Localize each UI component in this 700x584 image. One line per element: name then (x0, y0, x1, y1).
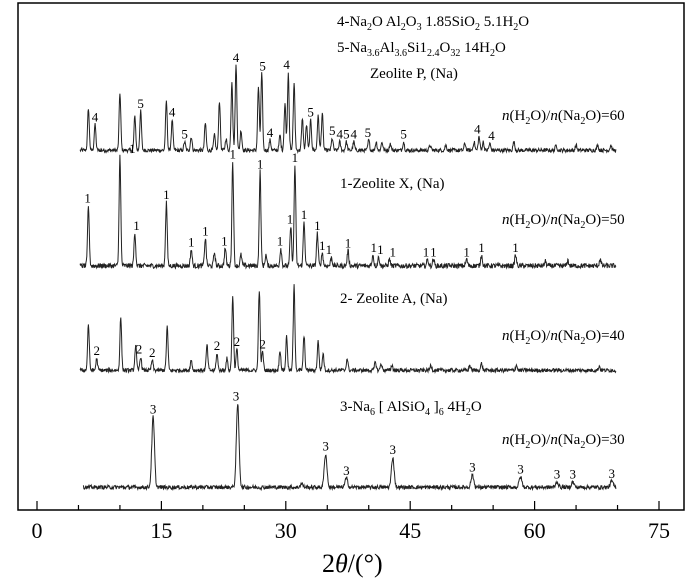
peak-label: 1 (370, 240, 377, 255)
peak-label: 4 (267, 125, 274, 140)
x-tick-label: 15 (150, 518, 172, 543)
peak-label: 4 (351, 127, 358, 142)
peak-label: 4 (488, 128, 495, 143)
plot-frame (17, 2, 685, 511)
peak-label: 3 (322, 439, 329, 454)
pattern-line (79, 64, 617, 155)
peak-label: 1 (229, 147, 236, 162)
x-axis-ticks (36, 501, 660, 510)
peak-label: 3 (150, 402, 157, 417)
peak-label: 4 (336, 127, 343, 142)
peak-label: 1 (423, 244, 430, 259)
x-tick-label: 45 (399, 518, 421, 543)
peak-label: 1 (390, 244, 397, 259)
peak-label: 5 (307, 104, 314, 119)
peak-label: 2 (214, 338, 221, 353)
peak-label: 5 (181, 127, 188, 142)
peak-label: 1 (314, 218, 321, 233)
peak-label: 5 (400, 127, 407, 142)
peak-label: 1 (377, 242, 384, 257)
peak-label: 3 (469, 460, 476, 475)
peak-label: 4 (92, 110, 99, 125)
legend-line-2: 5-Na3.6Al3.6Si12.4O32 14H2O (337, 40, 506, 59)
ratio-labels: n(H2O)/n(Na2O)=60 n(H2O)/n(Na2O)=50 n(H2… (502, 108, 625, 451)
legend-line-6: 3-Na6 [ AlSiO4 ]6 4H2O (340, 399, 482, 418)
peak-label: 2 (149, 345, 156, 360)
peak-label: 2 (259, 336, 266, 351)
peak-label: 4 (283, 57, 290, 72)
peak-label: 1 (277, 233, 284, 248)
peak-label: 1 (430, 244, 437, 259)
x-tick-labels: 0 15 30 45 60 75 (32, 518, 671, 543)
peak-label: 4 (474, 121, 481, 136)
x-axis-label: 2θ/(°) (322, 549, 383, 578)
peak-label: 3 (343, 463, 350, 478)
pattern-line (79, 284, 617, 375)
peak-label: 3 (390, 442, 397, 457)
peak-label: 5 (365, 125, 372, 140)
pattern-line (79, 154, 617, 270)
peak-label: 1 (319, 238, 326, 253)
peak-label: 3 (569, 467, 576, 482)
legend-line-5: 2- Zeolite A, (Na) (340, 291, 447, 307)
peak-label: 1 (463, 244, 470, 259)
ratio-label-30: n(H2O)/n(Na2O)=30 (502, 432, 625, 451)
x-tick-label: 0 (32, 518, 43, 543)
x-tick-label: 60 (524, 518, 546, 543)
peak-label: 3 (608, 466, 615, 481)
x-tick-label: 30 (275, 518, 297, 543)
legend-line-3: Zeolite P, (Na) (370, 66, 458, 82)
compound-legend: 4-Na2O Al2O3 1.85SiO2 5.1H2O 5-Na3.6Al3.… (337, 14, 529, 418)
ratio-label-50: n(H2O)/n(Na2O)=50 (502, 212, 625, 231)
peak-label: 1 (133, 218, 140, 233)
ratio-label-40: n(H2O)/n(Na2O)=40 (502, 328, 625, 347)
peak-label: 1 (202, 224, 209, 239)
peak-label: 5 (329, 123, 336, 138)
peak-label: 5 (343, 127, 350, 142)
x-tick-label: 75 (648, 518, 670, 543)
peak-label: 1 (287, 211, 294, 226)
peak-label: 1 (512, 240, 519, 255)
peak-label: 1 (84, 191, 91, 206)
pattern-line (82, 404, 617, 492)
peak-label: 1 (163, 187, 170, 202)
peak-label: 1 (129, 141, 136, 156)
peak-label: 1 (478, 240, 485, 255)
legend-line-4: 1-Zeolite X, (Na) (340, 176, 445, 192)
peak-label: 3 (517, 461, 524, 476)
ratio-label-60: n(H2O)/n(Na2O)=60 (502, 108, 625, 127)
peak-label: 3 (554, 467, 561, 482)
peak-label: 5 (137, 96, 144, 111)
peak-label: 1 (221, 233, 228, 248)
legend-line-1: 4-Na2O Al2O3 1.85SiO2 5.1H2O (337, 14, 529, 33)
peak-label: 5 (259, 59, 266, 74)
peak-label: 1 (301, 207, 308, 222)
peak-label: 1 (345, 236, 352, 251)
peak-label: 4 (233, 50, 240, 65)
peak-label: 1 (292, 150, 299, 165)
peak-label: 4 (169, 104, 176, 119)
peak-label: 3 (233, 388, 240, 403)
peak-label: 1 (188, 235, 195, 250)
peak-label: 2 (136, 341, 143, 356)
peak-label: 1 (326, 242, 333, 257)
peak-label: 2 (93, 343, 100, 358)
peak-label: 2 (234, 334, 241, 349)
diffraction-patterns (79, 64, 617, 492)
peak-label: 1 (257, 156, 264, 171)
